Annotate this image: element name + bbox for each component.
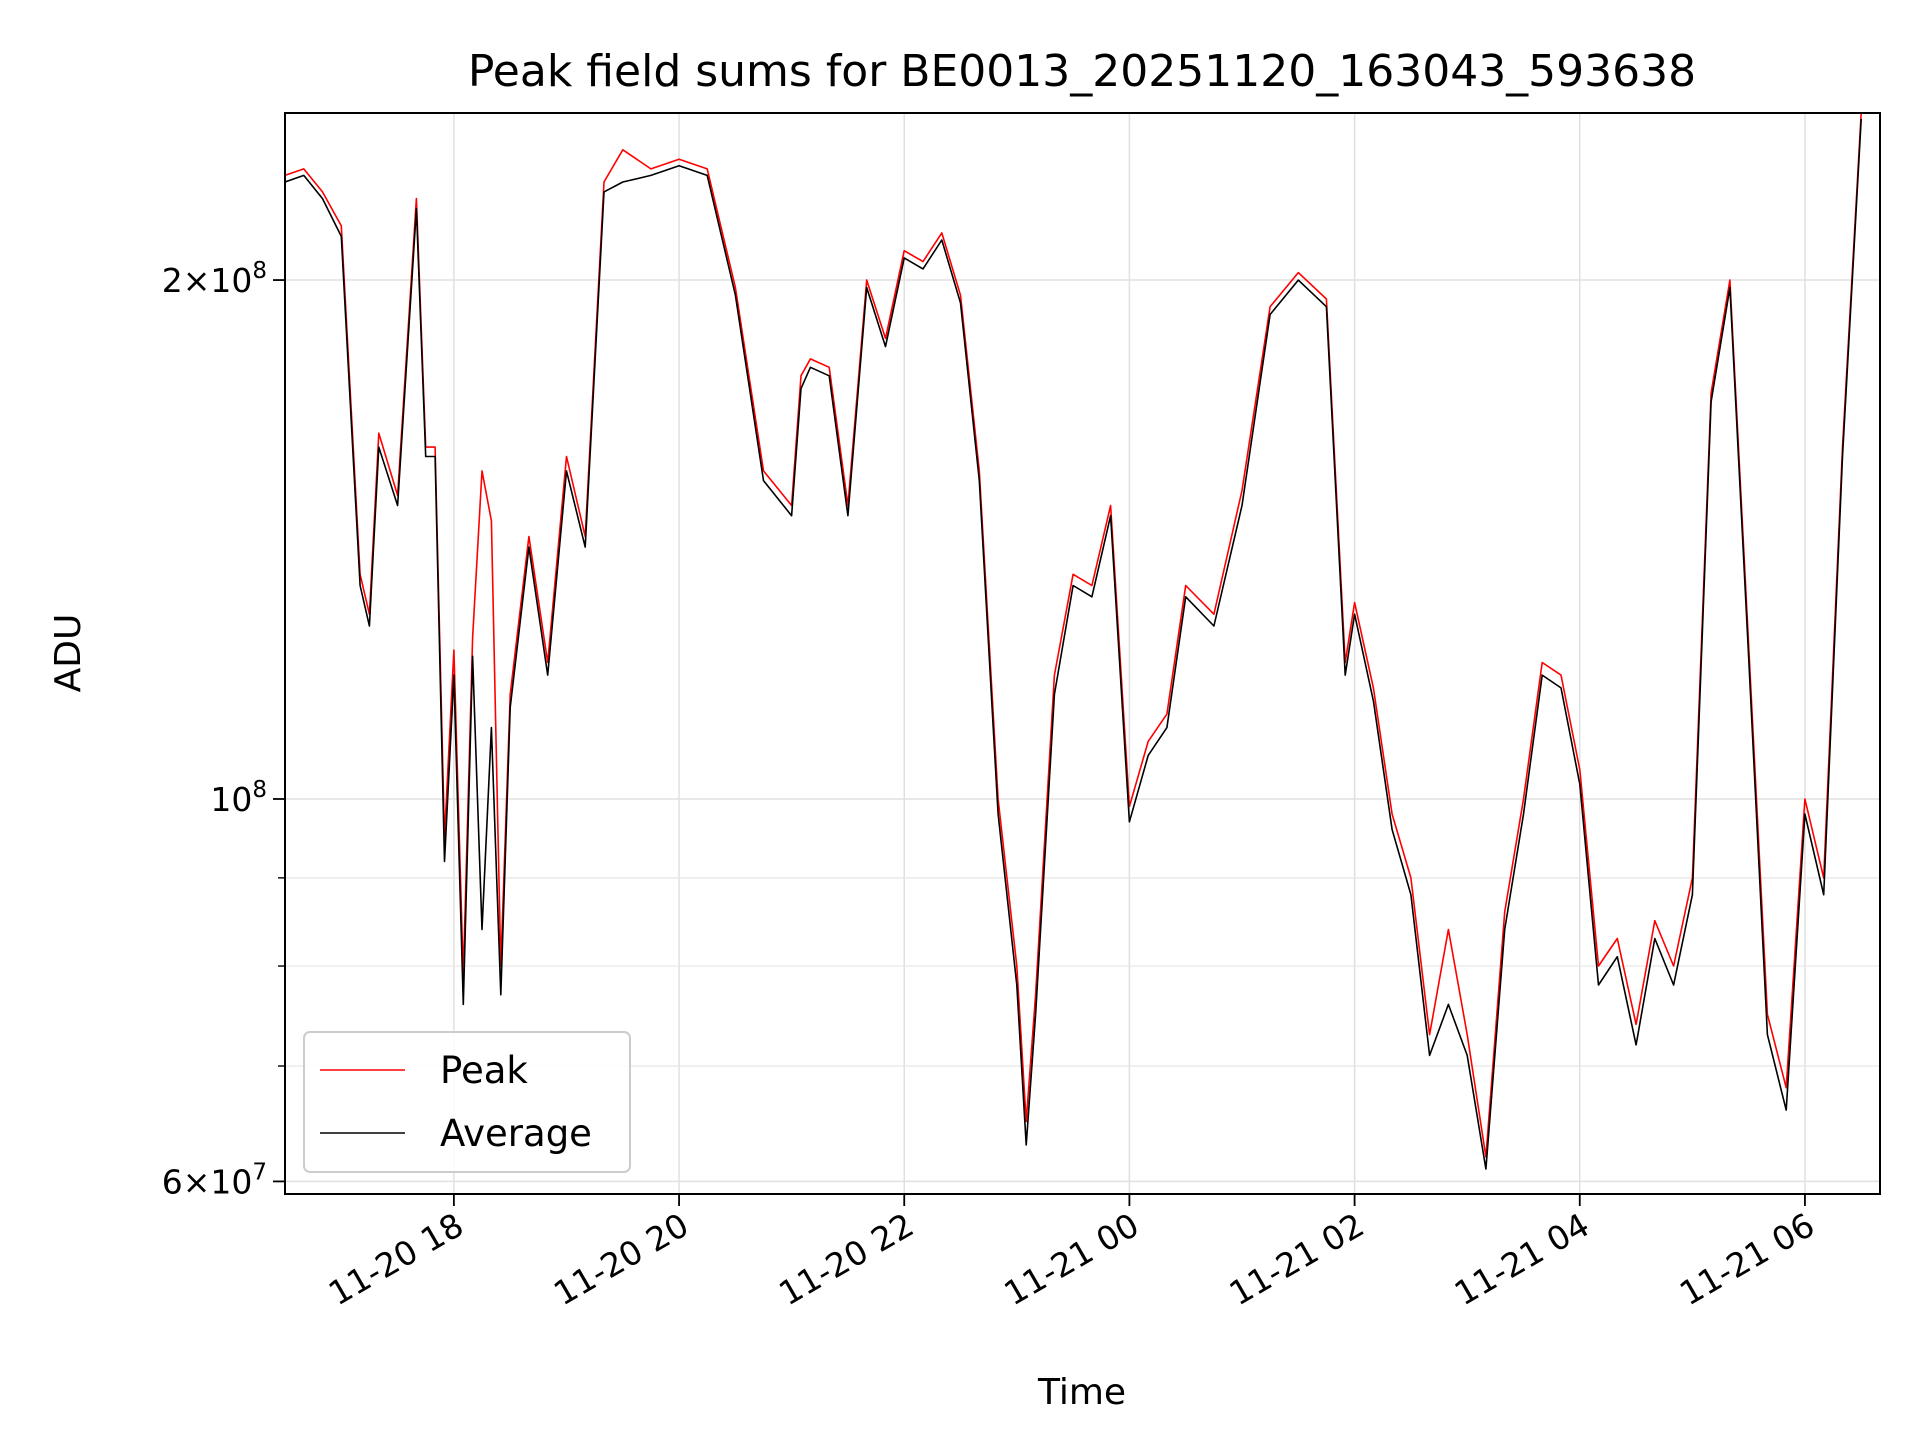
- y-axis-label: ADU: [48, 614, 89, 693]
- legend: Peak Average: [303, 1031, 631, 1173]
- legend-label-peak: Peak: [440, 1049, 528, 1092]
- legend-label-average: Average: [440, 1112, 592, 1155]
- y-tick-label: 6×107: [162, 1159, 267, 1201]
- chart-title: Peak field sums for BE0013_20251120_1630…: [468, 46, 1696, 97]
- series-line-peak: [285, 113, 1862, 1158]
- y-tick-label: 108: [210, 777, 267, 819]
- series-lines: [285, 113, 1862, 1170]
- legend-box: [303, 1031, 631, 1173]
- plot-frame: [284, 112, 1881, 1195]
- series-line-average: [285, 118, 1862, 1170]
- y-tick-label: 2×108: [162, 258, 267, 300]
- x-axis-label: Time: [1037, 1372, 1126, 1413]
